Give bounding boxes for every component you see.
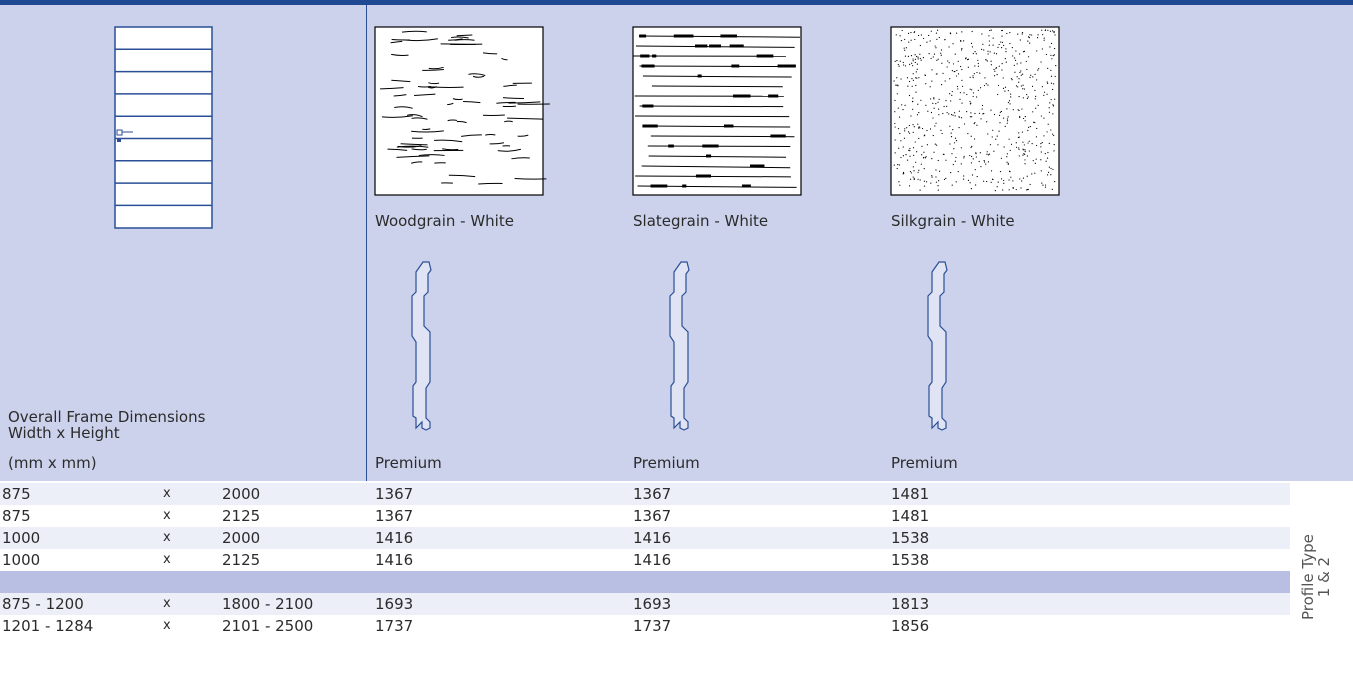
table-cell: 1481	[891, 507, 930, 525]
table-cell: 875 - 1200	[2, 595, 84, 613]
top-bar	[0, 0, 1353, 5]
table-cell: 2125	[222, 507, 261, 525]
table-cell: 1367	[375, 485, 414, 503]
group-separator	[0, 571, 1290, 593]
table-row	[0, 615, 1290, 637]
table-cell: 1800 - 2100	[222, 595, 314, 613]
frame-label: Width x Height	[8, 424, 120, 442]
keyhole	[117, 138, 121, 142]
table-row	[0, 527, 1290, 549]
table-cell: 1367	[633, 485, 672, 503]
table-cell: 1538	[891, 551, 930, 569]
profile	[927, 261, 948, 431]
table-cell: x	[163, 530, 171, 545]
profile-name: Premium	[633, 454, 700, 472]
table-row	[0, 505, 1290, 527]
table-cell: 2000	[222, 485, 261, 503]
profile	[669, 261, 690, 431]
table-cell: 1481	[891, 485, 930, 503]
table-cell: 1000	[2, 529, 41, 547]
frame-label: Overall Frame Dimensions	[8, 408, 206, 426]
side-label-line: 1 & 2	[1315, 556, 1333, 598]
finish-name: Slategrain - White	[633, 212, 769, 230]
table-cell: 1737	[633, 617, 672, 635]
table-cell: 2000	[222, 529, 261, 547]
finish-name: Silkgrain - White	[891, 212, 1015, 230]
profile	[411, 261, 432, 431]
table-cell: 2125	[222, 551, 261, 569]
table-cell: 875	[2, 485, 31, 503]
illustrations	[114, 26, 1060, 431]
table-cell: 1000	[2, 551, 41, 569]
profile-name: Premium	[375, 454, 442, 472]
table-cell: 1416	[633, 529, 672, 547]
swatch	[890, 26, 1060, 431]
table-cell: 1693	[633, 595, 672, 613]
side-label-line: Profile Type	[1299, 534, 1317, 620]
table-cell: 1367	[633, 507, 672, 525]
handle	[116, 129, 123, 136]
table-cell: x	[163, 508, 171, 523]
table-cell: 2101 - 2500	[222, 617, 314, 635]
table-cell: 1813	[891, 595, 930, 613]
door	[114, 26, 213, 229]
side-label: Profile Type 1 & 2	[1299, 534, 1333, 620]
table-row	[0, 549, 1290, 571]
table-cell: x	[163, 618, 171, 633]
table-row	[0, 593, 1290, 615]
table-cell: 1416	[633, 551, 672, 569]
table-cell: 1367	[375, 507, 414, 525]
table-cell: 875	[2, 507, 31, 525]
table-cell: 1538	[891, 529, 930, 547]
divider	[366, 5, 367, 481]
table-cell: x	[163, 486, 171, 501]
table-cell: 1416	[375, 529, 414, 547]
table-cell: 1856	[891, 617, 930, 635]
frame-label: (mm x mm)	[8, 454, 97, 472]
table-cell: x	[163, 596, 171, 611]
table-cell: 1737	[375, 617, 414, 635]
table-cell: 1416	[375, 551, 414, 569]
table-row	[0, 483, 1290, 505]
finish-name: Woodgrain - White	[375, 212, 514, 230]
table-cell: x	[163, 552, 171, 567]
table-cell: 1693	[375, 595, 414, 613]
profile-name: Premium	[891, 454, 958, 472]
swatch	[632, 26, 802, 431]
swatch	[374, 26, 550, 431]
table-cell: 1201 - 1284	[2, 617, 94, 635]
